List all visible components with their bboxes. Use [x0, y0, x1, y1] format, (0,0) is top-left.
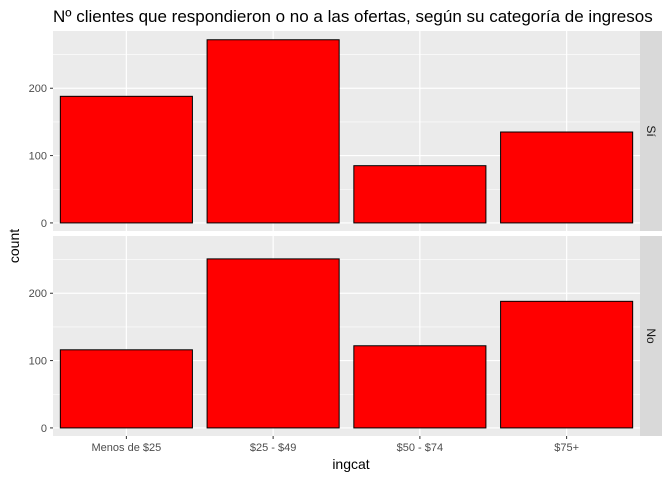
x-tick-label: $50 - $74 [397, 442, 443, 454]
bar [500, 300, 634, 429]
y-tick-label: 200 [29, 83, 47, 95]
x-tick-label: $75+ [554, 442, 579, 454]
bar [59, 349, 193, 429]
chart-title: Nº clientes que respondieron o no a las … [53, 7, 653, 26]
facet-strip [640, 236, 662, 436]
facet-strip [640, 31, 662, 231]
bar [206, 39, 340, 224]
y-tick-label: 0 [41, 218, 47, 230]
facet-panel: 0 100 200 No [29, 236, 662, 436]
bar [353, 165, 487, 224]
facet-strip-label: No [644, 328, 658, 344]
y-axis-title: count [6, 229, 22, 263]
bar [353, 345, 487, 429]
facet-panel: 0 100 200 Sí [29, 31, 662, 231]
y-tick-label: 100 [29, 356, 47, 368]
facet-panels: 0 100 200 Sí 0 100 200 No [29, 31, 662, 436]
bar [500, 131, 634, 224]
y-tick-label: 200 [29, 288, 47, 300]
y-tick-label: 100 [29, 151, 47, 163]
x-axis-title: ingcat [332, 456, 369, 472]
bar [59, 95, 193, 224]
y-tick-label: 0 [41, 423, 47, 435]
x-tick-label: $25 - $49 [250, 442, 296, 454]
x-tick-label: Menos de $25 [92, 442, 162, 454]
x-axis: Menos de $25 $25 - $49 $50 - $74 $75+ [92, 436, 579, 454]
bar [206, 258, 340, 429]
facet-strip-label: Sí [644, 125, 658, 137]
